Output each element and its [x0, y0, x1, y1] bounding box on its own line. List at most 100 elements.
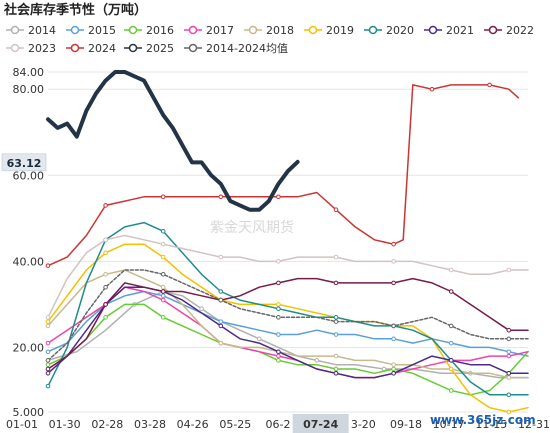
data-point [333, 207, 339, 213]
series-2025 [46, 70, 300, 212]
data-point [160, 293, 166, 299]
data-point [333, 353, 339, 359]
data-point [506, 336, 512, 342]
series-line [47, 269, 529, 362]
data-point [506, 370, 512, 376]
data-point [160, 315, 166, 320]
series-line [47, 221, 529, 396]
legend-item: 2021 [424, 24, 474, 37]
data-point [103, 250, 108, 256]
x-tick-label: 3-20 [351, 418, 376, 431]
data-point [333, 254, 339, 260]
data-point [391, 241, 396, 247]
series-2023 [45, 234, 529, 320]
data-point [45, 362, 51, 367]
y-tick-label: 40.00 [13, 255, 45, 268]
legend-item: 2024 [66, 42, 116, 55]
data-point [45, 370, 51, 376]
data-point [506, 392, 512, 398]
data-point [506, 409, 512, 415]
legend-swatch-marker [308, 25, 318, 35]
series-line [47, 286, 529, 379]
legend-item: 2022 [484, 24, 534, 37]
legend-label: 2017 [206, 24, 234, 37]
data-point [103, 203, 108, 208]
x-tick-label: 10-17 [433, 418, 465, 431]
data-point [103, 315, 108, 320]
current-value-marker: 63.12 [1, 153, 47, 172]
data-point [333, 332, 339, 337]
series-line [47, 269, 529, 379]
data-point [218, 297, 224, 303]
legend-item: 2018 [244, 24, 294, 37]
legend-swatch-marker [10, 43, 20, 53]
series-line [47, 303, 529, 396]
data-point [160, 284, 166, 290]
series-2024 [45, 82, 520, 268]
y-tick-label: 80.00 [13, 83, 45, 96]
legend-swatch-marker [10, 25, 20, 35]
legend-swatch-marker [188, 25, 198, 35]
data-point [448, 267, 454, 273]
series-2019 [45, 243, 529, 415]
data-point [506, 267, 512, 273]
series-2021 [45, 286, 529, 379]
x-tick-label: 01-30 [49, 418, 81, 431]
y-tick-label: 5.000 [13, 406, 45, 419]
data-point [506, 327, 512, 333]
series-2015 [45, 290, 529, 357]
y-tick-label: 60.00 [13, 169, 45, 182]
legend-item: 2014 [6, 24, 56, 37]
data-point [199, 306, 204, 312]
series-2017 [45, 286, 529, 379]
legend-item: 2014-2024均值 [184, 42, 288, 55]
data-point [45, 358, 51, 363]
series-line [47, 290, 529, 357]
site-watermark: www.365jz.com [430, 413, 536, 427]
legend-item: 2017 [184, 24, 234, 37]
data-point [45, 349, 51, 355]
data-point [45, 319, 51, 324]
y-tick-label: 20.00 [13, 341, 45, 354]
data-point [429, 86, 435, 92]
data-point [160, 241, 166, 247]
data-point [391, 259, 396, 264]
legend-label: 2024 [88, 42, 116, 55]
data-point [45, 323, 51, 329]
legend-item: 2019 [304, 24, 354, 37]
series-2014-2024均值 [45, 269, 529, 363]
current-value-label: 63.12 [7, 157, 42, 170]
series-line [47, 84, 520, 267]
series-group [45, 70, 529, 415]
data-point [448, 340, 454, 346]
data-point [276, 194, 281, 200]
data-point [506, 375, 512, 380]
data-point [160, 194, 166, 200]
x-tick-label: 01-01 [6, 418, 38, 431]
data-point [276, 358, 281, 363]
data-point [448, 289, 454, 294]
data-point [218, 323, 224, 329]
legend-label: 2015 [88, 24, 116, 37]
data-point [333, 315, 339, 320]
data-point [448, 366, 454, 372]
legend-item: 2020 [364, 24, 414, 37]
legend-item: 2025 [124, 42, 174, 55]
data-point [103, 237, 108, 243]
x-tick-label: 09-18 [390, 418, 422, 431]
x-tick-label: 04-26 [177, 418, 209, 431]
x-tick-label: 11-15 [475, 418, 507, 431]
legend-label: 2020 [386, 24, 414, 37]
data-point [333, 370, 339, 376]
y-tick-label: 84.00 [13, 66, 45, 79]
legend-swatch-marker [70, 43, 80, 53]
data-point [391, 366, 396, 372]
series-line [47, 234, 529, 319]
data-point [391, 323, 396, 329]
data-point [103, 284, 108, 290]
series-line [47, 243, 529, 413]
data-point [160, 228, 166, 234]
data-point [103, 271, 108, 277]
